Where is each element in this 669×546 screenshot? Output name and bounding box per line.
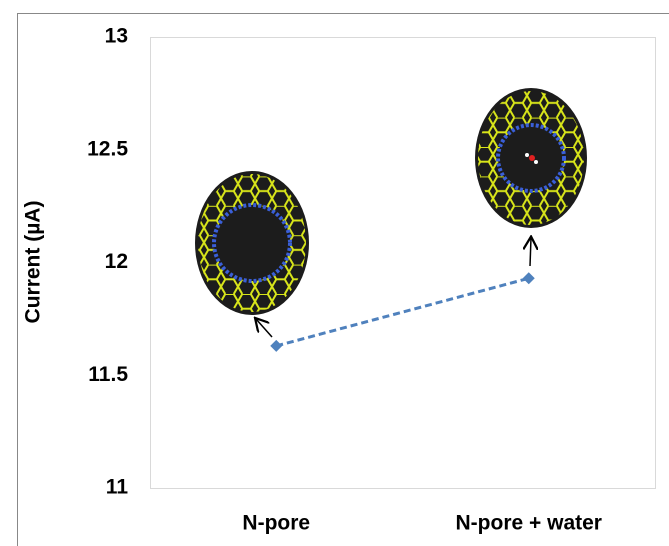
chart: Current (µA) 11 11.5 12 12.5 13 N-pore N-pore … xyxy=(0,0,669,546)
frame xyxy=(18,14,669,546)
marker xyxy=(523,272,535,284)
y-tick-label: 12 xyxy=(105,250,128,273)
pore-inset xyxy=(195,171,309,337)
y-tick-label: 12.5 xyxy=(87,137,128,160)
x-tick-label: N-pore xyxy=(242,512,310,535)
x-tick-label: N-pore + water xyxy=(456,512,602,535)
marker xyxy=(270,340,282,352)
y-tick-label: 13 xyxy=(105,25,128,48)
series-line xyxy=(276,278,529,346)
y-tick-label: 11.5 xyxy=(88,363,128,386)
y-axis-label: Current (µA) xyxy=(22,201,45,324)
y-tick-label: 11 xyxy=(106,476,129,499)
pore-water-inset xyxy=(475,88,587,266)
